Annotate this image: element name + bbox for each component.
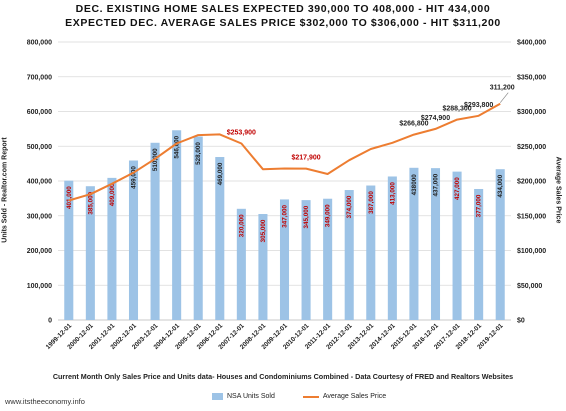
bar-data-label: 459,000: [131, 166, 138, 189]
bar-units-sold: [474, 188, 484, 320]
bar-units-sold: [323, 198, 333, 320]
bar-units-sold: [128, 160, 139, 320]
bar-units-sold: [85, 186, 95, 320]
y-tick-label-left: 400,000: [27, 179, 52, 186]
bar-units-sold: [387, 176, 397, 320]
bar-data-label: 385,000: [87, 191, 94, 214]
bar-data-label: 305,000: [260, 219, 267, 242]
bar-data-label: 320,000: [238, 214, 245, 237]
legend-item-price: Average Sales Price: [302, 393, 387, 400]
chart-title-line-1: DEC. EXISTING HOME SALES EXPECTED 390,00…: [75, 3, 491, 15]
bar-units-sold: [452, 171, 462, 320]
bar-units-sold: [258, 214, 268, 320]
bar-units-sold: [215, 157, 225, 320]
y-tick-label-right: $350,000: [517, 74, 546, 81]
y-tick-label-right: $200,000: [517, 179, 546, 186]
bar-data-label: 377,000: [476, 194, 483, 217]
bar-units-sold: [107, 177, 117, 320]
y-tick-label-right: $400,000: [517, 40, 546, 47]
y-tick-label-right: $100,000: [517, 248, 546, 255]
y-tick-label-right: $0: [517, 318, 525, 325]
bar-units-sold: [344, 190, 354, 320]
y-tick-label-left: 200,000: [27, 248, 52, 255]
bar-units-sold: [279, 199, 290, 320]
bar-data-label: 345,000: [303, 205, 310, 228]
price-annotation-label: $217,900: [291, 155, 320, 162]
bar-data-label: 469,000: [217, 162, 224, 185]
bar-data-label: 434,000: [497, 174, 504, 197]
price-annotation-label: $293,800: [464, 102, 493, 109]
legend-swatch-line: [302, 395, 319, 398]
bar-data-label: 347,000: [282, 205, 289, 228]
legend-label-units: NSA Units Sold: [227, 393, 275, 400]
price-annotation-label: $274,900: [421, 115, 450, 122]
bar-data-label: 374,000: [346, 195, 353, 218]
y-tick-label-left: 100,000: [27, 283, 52, 290]
website-watermark: www.itstheeconomy.info: [5, 397, 85, 406]
price-annotation-label: 311,200: [490, 85, 515, 92]
data-source-note: Current Month Only Sales Price and Units…: [52, 372, 514, 381]
bar-data-label: 409,000: [109, 183, 116, 206]
y-tick-label-left: 0: [48, 318, 52, 325]
legend-item-units: NSA Units Sold: [212, 393, 275, 400]
price-annotation-label: $266,800: [399, 121, 428, 128]
bar-data-label: 438000: [411, 174, 418, 196]
y-tick-label-left: 800,000: [27, 40, 52, 47]
legend-swatch-bar: [212, 393, 223, 400]
y-tick-label-left: 600,000: [27, 109, 52, 116]
price-annotation-label: $253,900: [227, 130, 256, 137]
y-tick-label-right: $50,000: [517, 283, 542, 290]
bar-units-sold: [193, 136, 203, 320]
bar-data-label: 427,000: [454, 177, 461, 200]
bar-data-label: 349,000: [325, 204, 332, 227]
bar-units-sold: [430, 168, 441, 320]
y-tick-label-left: 500,000: [27, 144, 52, 151]
bar-units-sold: [150, 142, 160, 320]
y-tick-label-right: $300,000: [517, 109, 546, 116]
y-tick-label-left: 700,000: [27, 74, 52, 81]
chart-legend: NSA Units Sold Average Sales Price: [212, 393, 414, 400]
annotation-leader-line: [499, 92, 509, 103]
bar-units-sold: [236, 208, 246, 320]
legend-label-price: Average Sales Price: [322, 393, 387, 400]
bar-data-label: 387,000: [368, 191, 375, 214]
y-axis-title-left: Units Sold - Realtor.com Report: [1, 137, 9, 243]
bar-units-sold: [172, 130, 182, 320]
bar-units-sold: [301, 200, 311, 320]
bar-units-sold: [366, 185, 376, 320]
bar-units-sold: [64, 180, 74, 320]
chart-title-line-2: EXPECTED DEC. AVERAGE SALES PRICE $302,0…: [65, 17, 501, 29]
y-axis-title-right: Average Sales Price: [554, 156, 562, 224]
bar-data-label: 413,000: [389, 182, 396, 205]
bar-data-label: 437,000: [433, 173, 440, 196]
bar-data-label: 546,000: [174, 135, 181, 158]
y-tick-label-right: $150,000: [517, 213, 546, 220]
y-tick-label-right: $250,000: [517, 144, 546, 151]
bar-units-sold: [409, 167, 419, 320]
bar-units-sold: [495, 169, 505, 320]
line-average-sales-price: [68, 102, 501, 202]
bar-data-label: 528,000: [195, 142, 202, 165]
price-annotation-label: $288,300: [442, 106, 471, 113]
bar-data-label: 401,000: [66, 186, 73, 209]
y-tick-label-left: 300,000: [27, 213, 52, 220]
